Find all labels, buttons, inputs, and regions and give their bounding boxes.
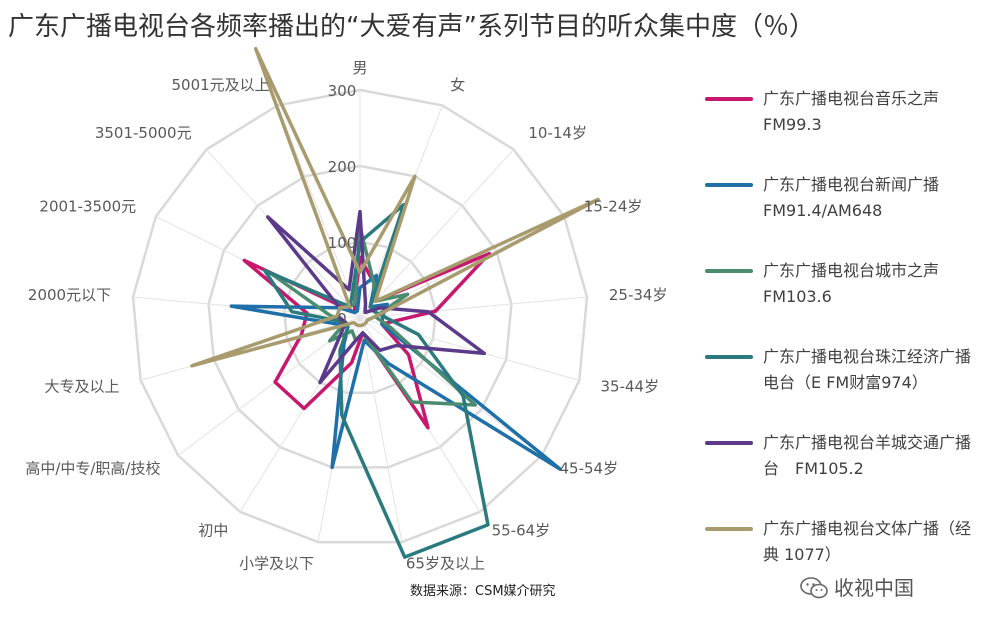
grid-spoke xyxy=(359,317,543,456)
grid-ring xyxy=(131,88,589,544)
category-label: 55-64岁 xyxy=(492,522,551,540)
grid-spoke xyxy=(359,149,514,319)
tick-label: 200 xyxy=(328,158,357,176)
category-label: 2001-3500元 xyxy=(39,198,136,216)
category-label: 15-24岁 xyxy=(584,198,643,216)
legend-label: 广东广播电视台音乐之声 FM99.3 xyxy=(763,89,940,134)
category-label: 男 xyxy=(352,59,367,77)
grid-spoke xyxy=(359,296,588,319)
tick-label: 100 xyxy=(328,234,357,252)
category-label: 5001元及以上 xyxy=(172,76,270,94)
legend-swatch xyxy=(705,441,753,445)
radar-chart: 0 100 200 300 男女 10-14岁 15-24岁 25-34岁 35-44岁 45-… xyxy=(25,46,667,573)
legend-label: 广东广播电视台珠江经济广播电台（E FM财富974） xyxy=(763,347,972,392)
chart-title: 广东广播电视台各频率播出的“大爱有声”系列节目的听众集中度（％） xyxy=(8,12,815,42)
series-line-1 xyxy=(242,251,492,430)
watermark-text: 收视中国 xyxy=(834,576,914,600)
legend-swatch xyxy=(705,527,753,531)
legend-label: 广东广播电视台城市之声 FM103.6 xyxy=(763,261,940,306)
legend-swatch xyxy=(705,97,753,101)
radar-series xyxy=(190,46,600,559)
category-label: 35-44岁 xyxy=(601,377,660,395)
series-line-6 xyxy=(190,46,600,368)
legend-label: 广东广播电视台新闻广播 FM91.4/AM648 xyxy=(763,175,940,220)
legend-swatch xyxy=(705,355,753,359)
legend-swatch xyxy=(705,269,753,273)
wechat-icon xyxy=(800,577,828,599)
category-label: 25-34岁 xyxy=(609,286,668,304)
series-line-5 xyxy=(266,209,487,385)
watermark: 收视中国 xyxy=(800,572,914,601)
legend-label: 广东广播电视台羊城交通广播台 FM105.2 xyxy=(763,433,972,478)
category-label: 45-54岁 xyxy=(560,460,619,478)
category-label: 65岁及以上 xyxy=(406,555,485,573)
category-label: 初中 xyxy=(198,522,228,540)
grid-spoke xyxy=(359,317,403,543)
tick-label: 0 xyxy=(337,310,347,328)
grid-spoke xyxy=(359,317,580,381)
legend-label: 广东广播电视台文体广播（经典 1077） xyxy=(763,519,972,564)
category-label: 2000元以下 xyxy=(28,286,111,304)
grid-spoke xyxy=(277,105,361,319)
data-source-note: 数据来源：CSM媒介研究 xyxy=(410,584,556,599)
radar-ticks: 0 100 200 300 xyxy=(328,82,357,328)
tick-label: 300 xyxy=(328,82,357,100)
radar-grid xyxy=(131,88,589,544)
legend-swatch xyxy=(705,183,753,187)
category-label: 大专及以上 xyxy=(44,377,119,395)
grid-ring xyxy=(207,164,513,469)
category-label: 3501-5000元 xyxy=(95,124,192,142)
category-label: 10-14岁 xyxy=(528,124,587,142)
radar-category-labels: 男女 10-14岁 15-24岁 25-34岁 35-44岁 45-54岁 55-64岁 65… xyxy=(25,59,667,573)
category-label: 女 xyxy=(450,76,465,94)
category-label: 高中/中专/职高/技校 xyxy=(25,460,160,478)
category-label: 小学及以下 xyxy=(239,555,314,573)
